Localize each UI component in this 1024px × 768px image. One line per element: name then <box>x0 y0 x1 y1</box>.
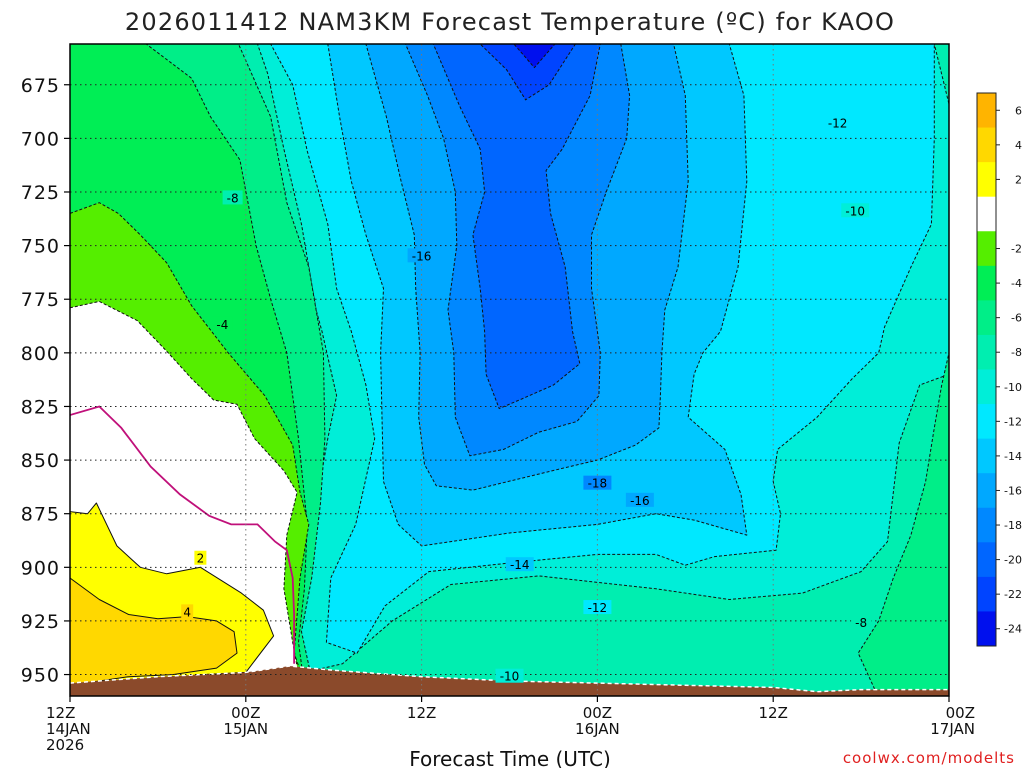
colorbar-legend: 6 4 2 -2 -4 -6 -8 -10 -12 -14 -16 -18 -20 -22 -24 <box>976 92 1022 647</box>
colorbar-swatch <box>977 265 996 301</box>
contour-label: -8 <box>855 616 867 630</box>
colorbar-label: -8 <box>1011 346 1022 359</box>
y-tick-label: 750 <box>21 236 60 258</box>
colorbar-swatch <box>977 369 996 405</box>
colorbar-label: -12 <box>1004 415 1022 428</box>
y-tick-label: 675 <box>21 75 60 97</box>
contour-region-5 <box>70 577 238 686</box>
y-tick-label: 775 <box>21 289 60 311</box>
x-tick-label: 12Z <box>759 704 788 722</box>
colorbar-swatch <box>977 93 996 129</box>
y-tick-label: 850 <box>21 450 60 472</box>
contour-label-bg <box>222 190 243 205</box>
x-tick-label: 15JAN <box>223 720 268 738</box>
contour-label: -10 <box>500 670 520 684</box>
freezing-line <box>70 405 296 664</box>
colorbar-label: -14 <box>1004 450 1022 463</box>
colorbar-label: -24 <box>1004 623 1022 636</box>
x-axis-label: Forecast Time (UTC) <box>409 747 611 768</box>
x-tick-label: 17JAN <box>930 720 975 738</box>
x-tick-label: 00Z <box>946 704 975 722</box>
colorbar-swatch <box>977 542 996 578</box>
chart-title: 2026011412 NAM3KM Forecast Temperature (… <box>125 8 895 36</box>
surface-contour <box>70 665 949 693</box>
contour-label-bg <box>625 492 654 507</box>
contour-region-minus21 <box>432 44 601 410</box>
contour-label-bg <box>841 203 870 218</box>
grid-lines <box>70 44 949 696</box>
contour-label: -12 <box>588 601 608 615</box>
colorbar-swatch <box>977 611 996 647</box>
y-tick-label: 875 <box>21 504 60 526</box>
contour-label: 4 <box>183 605 191 619</box>
contour-label-bg <box>407 248 436 263</box>
contour-region-minus25 <box>513 44 556 69</box>
contour-label: -18 <box>588 477 608 491</box>
y-tick-label: 900 <box>21 557 60 579</box>
contour-region-minus23 <box>479 44 576 101</box>
colorbar-swatch <box>977 334 996 370</box>
contour-label-bg <box>823 115 852 130</box>
colorbar-swatch <box>977 196 996 232</box>
contour-label: -16 <box>630 494 650 508</box>
y-tick-label: 800 <box>21 343 60 365</box>
colorbar-label: -10 <box>1004 381 1022 394</box>
colorbar-swatch <box>977 404 996 440</box>
x-tick-label: 00Z <box>583 704 612 722</box>
x-tick-label: 14JAN <box>46 720 91 738</box>
y-tick-label: 725 <box>21 182 60 204</box>
x-tick-label: 12Z <box>407 704 436 722</box>
contour-fill-regions <box>70 44 949 693</box>
contour-label-bg <box>505 557 534 572</box>
colorbar-swatch <box>977 300 996 336</box>
colorbar-label: -18 <box>1004 519 1022 532</box>
freezing-level-contour <box>70 405 296 664</box>
contour-label: -4 <box>216 318 228 332</box>
y-tick-label: 950 <box>21 665 60 687</box>
x-tick-label: 16JAN <box>575 720 620 738</box>
y-tick-label: 925 <box>21 611 60 633</box>
contour-label-bg <box>181 604 194 619</box>
colorbar-label: -6 <box>1011 312 1022 325</box>
contour-label-bg <box>851 615 872 630</box>
contour-labels: -8 -4 2 4 -16 -18 -16 -14 -12 -10 -12 -10 -8 <box>181 115 872 684</box>
contour-label: -14 <box>510 558 530 572</box>
colorbar-label: 4 <box>1015 139 1022 152</box>
contour-label: -16 <box>412 249 432 263</box>
colorbar-label: -2 <box>1011 243 1022 256</box>
colorbar-frame <box>976 92 997 647</box>
contour-label-bg <box>583 600 612 615</box>
credit-text: coolwx.com/modelts <box>843 749 1015 767</box>
colorbar-swatch <box>977 507 996 543</box>
colorbar-label: 6 <box>1015 104 1022 117</box>
contour-label: -12 <box>828 116 848 130</box>
colorbar-swatch <box>977 127 996 163</box>
contour-label: -8 <box>227 191 239 205</box>
colorbar-swatch <box>977 162 996 198</box>
contour-label: 2 <box>197 552 205 566</box>
contour-label: -10 <box>845 204 865 218</box>
colorbar-label: -4 <box>1011 277 1022 290</box>
colorbar-swatch <box>977 576 996 612</box>
y-axis: 675 700 725 750 775 800 825 850 875 900 925 950 <box>21 75 70 687</box>
colorbar-label: 2 <box>1015 173 1022 186</box>
colorbar-swatch <box>977 231 996 267</box>
contour-label-bg <box>194 550 207 565</box>
x-tick-label: 12Z <box>46 704 75 722</box>
x-tick-label: 2026 <box>46 736 84 754</box>
colorbar-label: -22 <box>1004 588 1022 601</box>
y-tick-label: 700 <box>21 128 60 150</box>
plot-frame <box>69 43 950 697</box>
contour-label-bg <box>495 668 524 683</box>
colorbar-label: -16 <box>1004 484 1022 497</box>
x-tick-label: 00Z <box>231 704 260 722</box>
colorbar-label: -20 <box>1004 554 1022 567</box>
contour-label-bg <box>212 316 233 331</box>
contour-label-bg <box>583 475 612 490</box>
colorbar-swatch <box>977 473 996 509</box>
colorbar-swatch <box>977 438 996 474</box>
y-tick-label: 825 <box>21 396 60 418</box>
